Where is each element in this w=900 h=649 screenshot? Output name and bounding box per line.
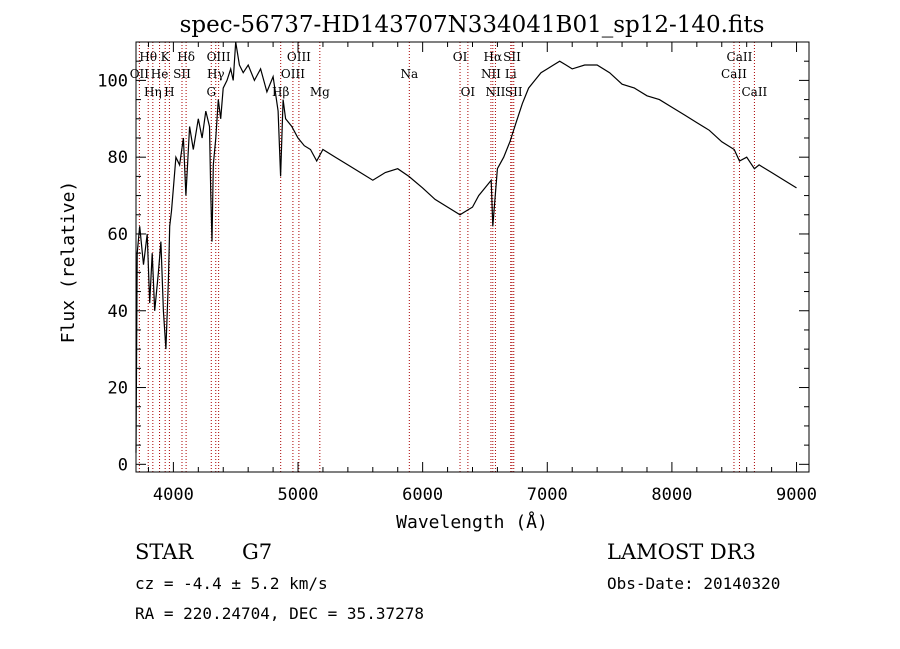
chart-title: spec-56737-HD143707N334041B01_sp12-140.f… xyxy=(180,12,765,38)
plot-frame xyxy=(135,41,810,473)
x-tick-label: 5000 xyxy=(278,485,319,505)
reference-line-label-26: CaII xyxy=(741,85,767,99)
redshift-cz: cz = -4.4 ± 5.2 km/s xyxy=(135,574,328,593)
y-axis-label: Flux (relative) xyxy=(58,181,79,344)
x-tick-label: 4000 xyxy=(153,485,194,505)
reference-line-label-19: NII xyxy=(481,67,501,81)
x-tick-label: 9000 xyxy=(776,485,817,505)
coordinates: RA = 220.24704, DEC = 35.37278 xyxy=(135,604,424,623)
reference-line-label-14: Mg xyxy=(310,85,330,99)
reference-line-label-25: CaII xyxy=(721,67,747,81)
reference-line-label-17: OI xyxy=(461,85,476,99)
y-tick-label: 20 xyxy=(108,379,128,399)
reference-lines xyxy=(138,42,755,472)
reference-line-label-23: SII xyxy=(505,85,523,99)
x-tick-label: 8000 xyxy=(651,485,692,505)
reference-line-label-9: Hγ xyxy=(207,67,225,81)
series-layer xyxy=(135,41,797,453)
reference-line-label-4: He xyxy=(151,67,169,81)
spectrum-line xyxy=(135,41,797,453)
reference-line-label-11: OIII xyxy=(287,50,311,64)
reference-line-label-21: SII xyxy=(503,50,521,64)
reference-line-label-24: CaII xyxy=(727,50,753,64)
reference-line-label-1: OII xyxy=(130,67,150,81)
reference-line-label-16: OI xyxy=(453,50,468,64)
reference-line-label-22: Li xyxy=(505,67,517,81)
reference-line-label-20: NII xyxy=(485,85,505,99)
reference-line-label-8: OIII xyxy=(207,50,231,64)
reference-line-label-2: Hη xyxy=(144,85,162,99)
y-tick-label: 60 xyxy=(108,225,128,245)
reference-line-label-12: OIII xyxy=(281,67,305,81)
y-axis-ticks: 0 20 40 60 80 100 xyxy=(97,41,809,475)
reference-line-label-3: K xyxy=(161,50,171,64)
y-tick-label: 80 xyxy=(108,148,128,168)
y-tick-label: 0 xyxy=(118,455,128,475)
reference-line-label-7: SII xyxy=(173,67,191,81)
reference-line-label-5: H xyxy=(164,85,174,99)
y-tick-label: 100 xyxy=(97,71,128,91)
reference-line-label-10: G xyxy=(206,85,216,99)
x-tick-label: 7000 xyxy=(527,485,568,505)
observation-date: Obs-Date: 20140320 xyxy=(607,574,780,593)
reference-line-label-18: Hα xyxy=(484,50,503,64)
survey-name: LAMOST DR3 xyxy=(607,540,756,564)
object-type: STAR xyxy=(135,540,194,564)
reference-line-label-0: Hθ xyxy=(139,50,157,64)
subclass: G7 xyxy=(242,540,272,564)
x-axis-label: Wavelength (Å) xyxy=(396,511,548,533)
x-axis-ticks: 4000 5000 6000 7000 8000 9000 xyxy=(147,42,817,505)
reference-line-label-15: Na xyxy=(400,67,418,81)
y-tick-label: 40 xyxy=(108,302,128,322)
reference-line-label-6: Hδ xyxy=(177,50,195,64)
x-tick-label: 6000 xyxy=(402,485,443,505)
